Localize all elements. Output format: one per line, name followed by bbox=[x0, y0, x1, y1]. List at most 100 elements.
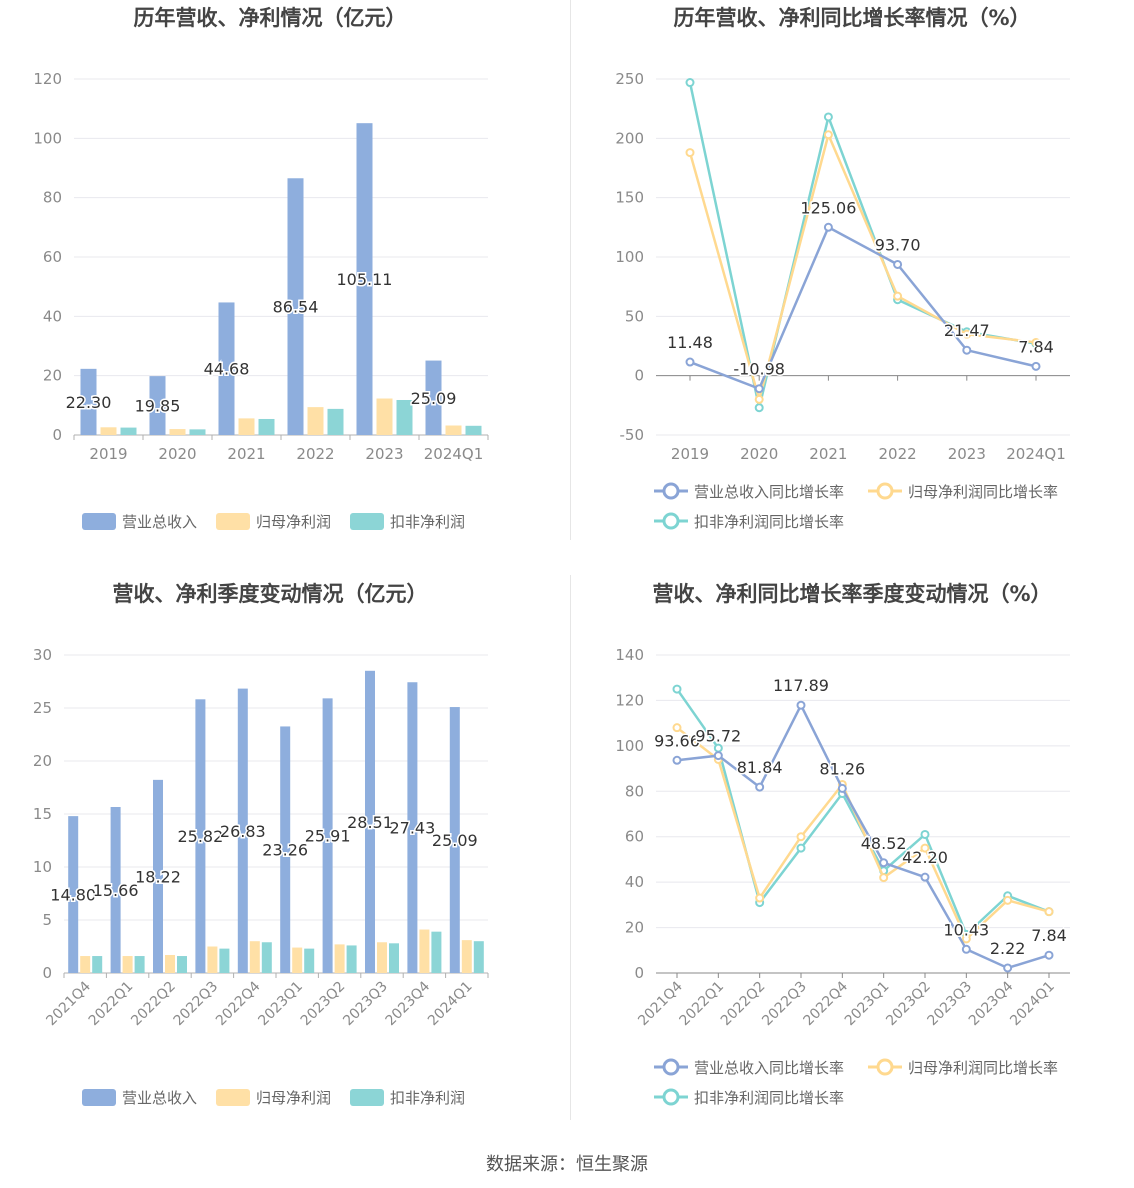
x-tick-label: 2022Q1 bbox=[677, 979, 728, 1030]
data-label: 2.22 bbox=[990, 939, 1026, 958]
x-tick-label: 2022Q1 bbox=[86, 979, 137, 1030]
series-point-0 bbox=[754, 384, 764, 394]
legend-marker bbox=[876, 482, 894, 500]
series-point-0 bbox=[961, 944, 971, 954]
data-label: 18.22 bbox=[135, 867, 181, 886]
y-tick-label: 20 bbox=[625, 919, 644, 937]
series-point-2 bbox=[685, 78, 695, 88]
y-tick-label: 30 bbox=[33, 646, 52, 664]
y-tick-label: 100 bbox=[33, 129, 62, 147]
legend-label: 扣非净利润同比增长率 bbox=[694, 513, 844, 531]
series-point-2 bbox=[672, 684, 682, 694]
bar-0 bbox=[287, 178, 304, 436]
bar-2 bbox=[396, 399, 413, 435]
bar-1 bbox=[307, 407, 324, 435]
x-tick-label: 2021 bbox=[227, 445, 265, 463]
data-label: 42.20 bbox=[902, 848, 948, 867]
data-label: 125.06 bbox=[800, 198, 856, 217]
legend-label: 营业总收入同比增长率 bbox=[694, 1059, 844, 1077]
data-label: 10.43 bbox=[943, 920, 989, 939]
series-point-2 bbox=[796, 843, 806, 853]
legend-swatch bbox=[216, 513, 250, 530]
data-label: 27.43 bbox=[389, 819, 435, 838]
series-line-2 bbox=[688, 82, 1037, 408]
series-point-0 bbox=[685, 357, 695, 367]
x-tick-label: 2021Q4 bbox=[635, 978, 686, 1029]
series-point-0 bbox=[755, 782, 765, 792]
series-point-1 bbox=[961, 934, 971, 944]
y-tick-label: 80 bbox=[43, 189, 62, 207]
data-label: 7.84 bbox=[1031, 926, 1067, 945]
bar-1 bbox=[461, 940, 472, 973]
data-label: 93.66 bbox=[654, 731, 700, 750]
bar-2 bbox=[92, 956, 103, 973]
series-point-0 bbox=[837, 783, 847, 793]
series-line-0 bbox=[676, 702, 1050, 970]
x-tick-label: 2022Q2 bbox=[718, 979, 769, 1030]
panel-quarterly-revenue-profit: 营收、净利季度变动情况（亿元） 0 5 10 15 20 25 30 2021Q4 14.80 20… bbox=[0, 570, 568, 1130]
x-tick-label: 2020 bbox=[158, 445, 196, 463]
data-label: 95.72 bbox=[695, 727, 741, 746]
bar-0 bbox=[149, 376, 166, 435]
x-tick-label: 2021 bbox=[809, 445, 847, 463]
x-tick-label: 2023Q2 bbox=[298, 979, 349, 1030]
series-point-1 bbox=[672, 723, 682, 733]
data-label: 81.84 bbox=[737, 758, 783, 777]
data-label: 21.47 bbox=[944, 321, 990, 340]
bar-0 bbox=[407, 682, 418, 973]
bar-1 bbox=[165, 954, 175, 973]
y-tick-label: 10 bbox=[33, 858, 52, 876]
series-point-0 bbox=[796, 700, 806, 710]
series-point-1 bbox=[1031, 337, 1041, 347]
series-line-1 bbox=[676, 726, 1050, 942]
bar-0 bbox=[280, 726, 291, 973]
bar-0 bbox=[449, 707, 460, 973]
chart-annual-growth: 历年营收、净利同比增长率情况（%） -50 0 50 100 150 200 250 2019 2… bbox=[615, 6, 1070, 531]
legend-marker bbox=[662, 1088, 680, 1106]
series-point-0 bbox=[1044, 950, 1054, 960]
x-tick-label: 2023Q3 bbox=[925, 979, 976, 1030]
x-tick-label: 2022Q2 bbox=[128, 979, 179, 1030]
y-tick-label: 200 bbox=[615, 129, 644, 147]
bar-1 bbox=[100, 427, 117, 435]
series-point-0 bbox=[672, 755, 682, 765]
bar-2 bbox=[473, 941, 484, 973]
bar-0 bbox=[80, 368, 97, 435]
chart-title: 历年营收、净利情况（亿元） bbox=[134, 6, 407, 30]
series-point-1 bbox=[685, 148, 695, 158]
bar-1 bbox=[377, 942, 387, 973]
bar-2 bbox=[389, 943, 399, 973]
series-point-1 bbox=[962, 329, 972, 339]
x-tick-label: 2024Q1 bbox=[425, 979, 476, 1030]
x-tick-label: 2024Q1 bbox=[1006, 445, 1066, 463]
series-point-2 bbox=[823, 112, 833, 122]
legend-label: 营业总收入 bbox=[122, 1089, 197, 1107]
data-label: 19.85 bbox=[135, 397, 181, 416]
data-label: 28.51 bbox=[347, 813, 393, 832]
data-label: 23.26 bbox=[262, 841, 308, 860]
y-tick-label: 150 bbox=[615, 189, 644, 207]
bar-1 bbox=[207, 946, 218, 973]
data-label: 7.84 bbox=[1018, 337, 1054, 356]
series-point-1 bbox=[823, 130, 833, 140]
x-tick-label: 2023Q2 bbox=[883, 979, 934, 1030]
legend-label: 归母净利润 bbox=[256, 513, 331, 531]
data-label: 81.26 bbox=[819, 759, 865, 778]
y-tick-label: 40 bbox=[625, 873, 644, 891]
data-label: 48.52 bbox=[861, 834, 907, 853]
bar-2 bbox=[346, 945, 357, 973]
series-point-0 bbox=[823, 222, 833, 232]
legend-marker bbox=[662, 512, 680, 530]
series-point-1 bbox=[1044, 907, 1054, 917]
series-line-0 bbox=[689, 225, 1037, 391]
chart-quarterly-growth: 营收、净利同比增长率季度变动情况（%） 0 20 40 60 80 100 120 140 202… bbox=[615, 582, 1070, 1107]
y-tick-label: 100 bbox=[615, 248, 644, 266]
y-tick-label: 60 bbox=[43, 248, 62, 266]
panel-quarterly-growth: 营收、净利同比增长率季度变动情况（%） 0 20 40 60 80 100 120 140 202… bbox=[570, 570, 1134, 1130]
legend-label: 扣非净利润同比增长率 bbox=[694, 1089, 844, 1107]
data-label: 117.89 bbox=[773, 676, 829, 695]
data-label: -10.98 bbox=[733, 360, 785, 379]
vertical-divider-top bbox=[570, 0, 571, 540]
bar-1 bbox=[238, 418, 255, 435]
bar-2 bbox=[327, 408, 344, 435]
